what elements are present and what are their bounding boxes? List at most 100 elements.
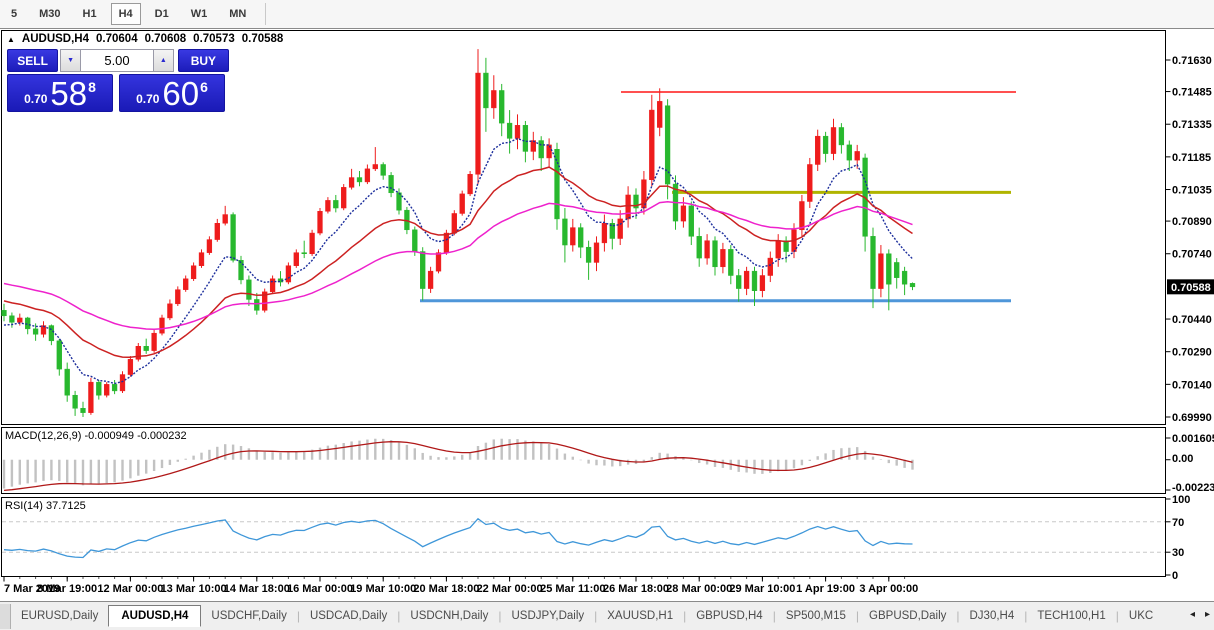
tab-separator: | — [683, 609, 687, 623]
time-axis-label: 8 Mar 19:00 — [37, 583, 97, 595]
time-axis-label: 29 Mar 10:00 — [729, 583, 795, 595]
rsi-label: RSI(14) 37.7125 — [5, 500, 86, 512]
rsi-title: RSI(14) — [5, 500, 43, 512]
rsi-tick-label: 0 — [1172, 570, 1178, 582]
macd-main-value: -0.000949 — [84, 430, 135, 442]
macd-label: MACD(12,26,9) -0.000949 -0.000232 — [5, 430, 187, 442]
price-tick-label: 0.71485 — [1172, 87, 1212, 99]
ohlc-high: 0.70608 — [144, 33, 187, 45]
volume-decrease-button[interactable]: ▼ — [60, 49, 81, 72]
price-tick-label: 0.71035 — [1172, 185, 1212, 197]
tab-xauusd-h1[interactable]: XAUUSD,H1 — [607, 610, 674, 622]
rsi-tick-label: 70 — [1172, 517, 1184, 529]
timeframe-button-mn[interactable]: MN — [229, 8, 247, 20]
price-tick-label: 0.71630 — [1172, 55, 1212, 67]
tab-separator: | — [772, 609, 776, 623]
macd-tick-label: -0.002235 — [1172, 482, 1214, 494]
tab-dj30-h4[interactable]: DJ30,H4 — [969, 610, 1015, 622]
sell-price-sup: 8 — [88, 79, 96, 95]
chart-symbol-label: AUDUSD,H4 — [21, 33, 90, 45]
timeframe-button-h1[interactable]: H1 — [82, 8, 97, 20]
collapse-triangle-icon[interactable]: ▲ — [7, 34, 15, 44]
tab-separator: | — [1024, 609, 1028, 623]
price-tick-label: 0.71185 — [1172, 152, 1211, 164]
time-axis-label: 14 Mar 18:00 — [224, 583, 290, 595]
time-axis-label: 28 Mar 00:00 — [666, 583, 732, 595]
tab-separator: | — [956, 609, 960, 623]
sell-price-big: 58 — [50, 74, 88, 112]
macd-title: MACD(12,26,9) — [5, 430, 82, 442]
price-tick-label: 0.70140 — [1172, 379, 1212, 391]
tab-separator: | — [594, 609, 598, 623]
rsi-value: 37.7125 — [45, 500, 86, 512]
price-tick-label: 0.70440 — [1172, 314, 1212, 326]
rsi-tick-label: 100 — [1172, 494, 1190, 506]
volume-input[interactable] — [81, 49, 153, 72]
timeframe-toolbar: 5 M30 H1 H4 D1 W1 MN — [0, 0, 1214, 29]
time-axis-label: 25 Mar 11:00 — [540, 583, 605, 595]
tab-separator: | — [397, 609, 401, 623]
toolbar-separator — [265, 3, 267, 25]
fast-ma — [3, 137, 913, 385]
buy-price-big: 60 — [162, 74, 200, 112]
buy-price-small: 0.70 — [136, 92, 160, 106]
time-axis-label: 26 Mar 18:00 — [603, 583, 669, 595]
macd-tick-label: 0.00 — [1172, 453, 1193, 465]
buy-price-button[interactable]: 0.70 60 6 — [119, 74, 225, 112]
tabbar-corner — [0, 603, 11, 629]
tab-usdcad-daily[interactable]: USDCAD,Daily — [309, 610, 388, 622]
tab-separator: | — [296, 609, 300, 623]
time-axis-label: 7 Mar 2019 — [4, 583, 60, 595]
macd-tick-label: 0.001605 — [1172, 433, 1214, 445]
tab-usdcnh-daily[interactable]: USDCNH,Daily — [410, 610, 489, 622]
price-tick-label: 0.71335 — [1172, 119, 1212, 131]
volume-increase-button[interactable]: ▲ — [153, 49, 174, 72]
time-axis-label: 1 Apr 19:00 — [796, 583, 855, 595]
one-click-trade-widget: SELL ▼ ▲ BUY 0.70 58 8 0.70 60 6 — [7, 49, 229, 112]
time-axis-label: 16 Mar 00:00 — [287, 583, 353, 595]
chart-tab-bar: EURUSD,Daily AUDUSD,H4 USDCHF,Daily | USDCAD… — [0, 601, 1214, 630]
macd-signal-value: -0.000232 — [137, 430, 187, 442]
chart-title: ▲ AUDUSD,H4 0.70604 0.70608 0.70573 0.70… — [7, 33, 283, 45]
tab-audusd-h4[interactable]: AUDUSD,H4 — [108, 605, 202, 627]
time-axis-label: 3 Apr 00:00 — [859, 583, 918, 595]
ohlc-low: 0.70573 — [193, 33, 235, 45]
buy-button[interactable]: BUY — [177, 49, 229, 72]
tab-gbpusd-h4[interactable]: GBPUSD,H4 — [696, 610, 763, 622]
tab-usdjpy-daily[interactable]: USDJPY,Daily — [511, 610, 585, 622]
tabs-scroll-right-icon[interactable]: ▸ — [1204, 609, 1210, 620]
tab-separator: | — [855, 609, 860, 623]
sell-price-small: 0.70 — [24, 92, 48, 106]
tab-eurusd-daily[interactable]: EURUSD,Daily — [21, 610, 99, 622]
tab-ukc[interactable]: UKC — [1128, 610, 1154, 622]
price-tick-label: 0.70740 — [1172, 249, 1212, 261]
sell-button[interactable]: SELL — [7, 49, 59, 72]
time-axis-label: 22 Mar 00:00 — [477, 583, 543, 595]
buy-price-sup: 6 — [200, 79, 208, 95]
timeframe-button-w1[interactable]: W1 — [190, 8, 208, 20]
price-tick-label: 0.70290 — [1172, 347, 1212, 359]
price-tick-label: 0.69990 — [1172, 412, 1212, 424]
tab-gbpusd-daily[interactable]: GBPUSD,Daily — [869, 610, 947, 622]
timeframe-button-5[interactable]: 5 — [11, 8, 18, 20]
tabs-scroll-left-icon[interactable]: ◂ — [1189, 609, 1195, 620]
slow-ma — [3, 201, 913, 330]
timeframe-button-d1[interactable]: D1 — [154, 8, 169, 20]
price-tick-label: 0.70890 — [1172, 216, 1212, 228]
tab-separator: | — [498, 609, 502, 623]
timeframe-button-m30[interactable]: M30 — [39, 8, 61, 20]
tab-sp500-m15[interactable]: SP500,M15 — [785, 610, 846, 622]
current-price-badge: 0.70588 — [1171, 282, 1211, 294]
ohlc-open: 0.70604 — [96, 33, 138, 45]
sell-price-button[interactable]: 0.70 58 8 — [7, 74, 113, 112]
ohlc-close: 0.70588 — [241, 33, 284, 45]
rsi-line — [3, 517, 913, 559]
time-axis-label: 13 Mar 10:00 — [161, 583, 227, 595]
timeframe-button-h4[interactable]: H4 — [110, 3, 141, 25]
time-axis-label: 19 Mar 10:00 — [350, 583, 416, 595]
macd-signal-line — [3, 441, 913, 492]
tab-usdchf-daily[interactable]: USDCHF,Daily — [211, 610, 287, 622]
tab-tech100-h1[interactable]: TECH100,H1 — [1037, 610, 1106, 622]
